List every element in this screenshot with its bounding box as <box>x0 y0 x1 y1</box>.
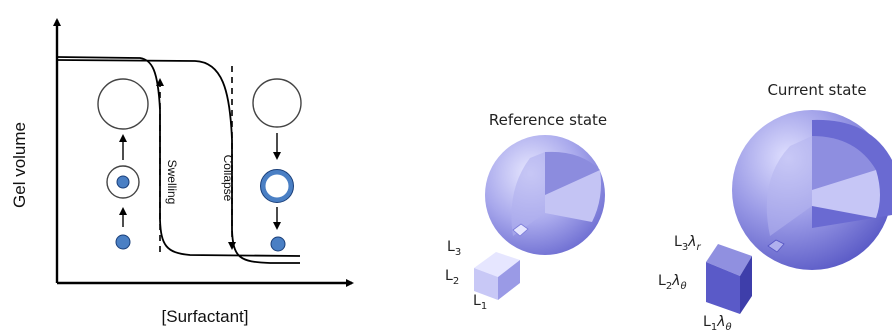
ref-l2-label: L2 <box>445 268 459 287</box>
swelling-label: Swelling <box>165 160 179 205</box>
cur-l1-label: L1λθ <box>703 314 732 333</box>
current-sphere-cutout-wall <box>766 136 812 236</box>
collapsing-gel-shell-outline <box>260 169 294 203</box>
current-state: Current state L3λr L2λθ L1λθ <box>658 81 892 333</box>
ref-l1-label: L1 <box>473 293 487 312</box>
reference-state: Reference state L3 L2 L1 <box>445 111 607 312</box>
reference-sphere-cutout-floor <box>545 170 601 222</box>
small-gel-dot <box>115 234 131 250</box>
reference-cube <box>474 252 520 300</box>
current-sphere-cutout-floor <box>812 170 880 218</box>
collapse-label: Collapse <box>221 155 235 202</box>
reference-state-title: Reference state <box>489 111 607 129</box>
current-element <box>706 244 752 314</box>
swollen-gel-circle <box>97 78 149 130</box>
cur-l3-label: L3λr <box>674 234 701 253</box>
reference-sphere-cutout-wall <box>511 152 545 236</box>
reference-sphere-cutout <box>545 151 600 195</box>
current-element-notch <box>767 239 785 253</box>
y-axis-label: Gel volume <box>10 122 29 208</box>
collapsing-gel-shell <box>260 169 294 203</box>
reference-element-notch <box>512 223 529 237</box>
ref-l3-label: L3 <box>447 239 461 258</box>
x-axis-label: [Surfactant] <box>162 307 249 326</box>
medium-gel-core <box>116 175 130 189</box>
collapse-curve <box>56 59 300 264</box>
current-state-title: Current state <box>767 81 866 99</box>
phase-plot: Gel volume [Surfactant] Swelling Collaps… <box>10 18 354 326</box>
cur-l2-label: L2λθ <box>658 273 687 292</box>
current-sphere-cutout-inner <box>812 136 876 196</box>
collapsed-gel-dot <box>270 236 286 252</box>
swollen-gel-circle-right <box>252 78 302 128</box>
